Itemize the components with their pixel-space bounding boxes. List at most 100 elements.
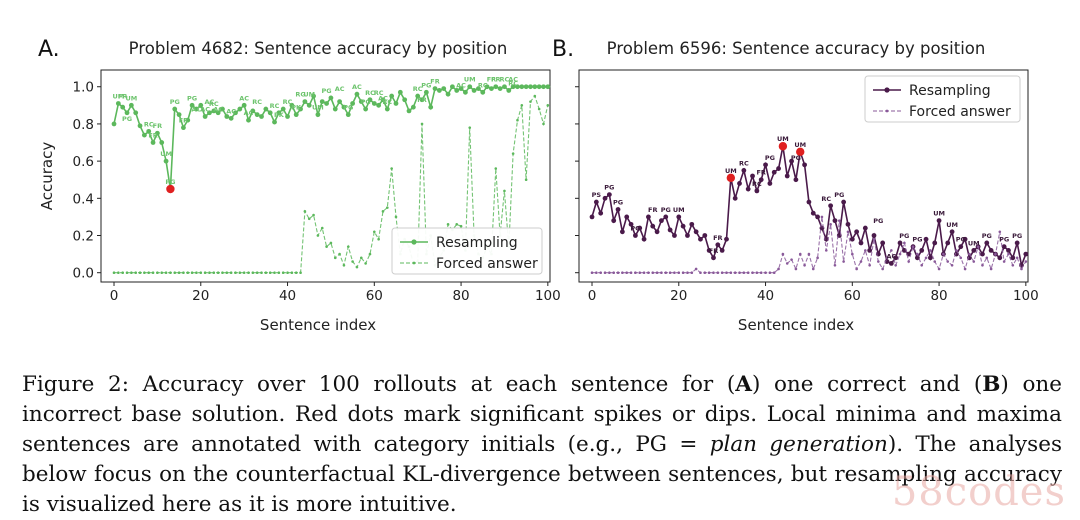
- panel-a-series-resampling-point: [224, 114, 230, 119]
- panel-b-series-forced-point: [638, 271, 642, 275]
- panel-a-series-resampling-point: [410, 104, 416, 110]
- panel-a-series-resampling-point: [371, 101, 377, 106]
- panel-b-series-forced-point: [764, 271, 767, 275]
- panel-a-annotation-label: UM: [160, 150, 172, 158]
- panel-a-series-forced-point: [386, 206, 389, 209]
- panel-b-series-resampling-point: [776, 166, 781, 171]
- panel-a-series-forced-point: [260, 271, 263, 275]
- panel-a-series-forced-point: [524, 178, 528, 182]
- panel-a-series-resampling-point: [406, 108, 412, 114]
- panel-a-series-resampling-point: [128, 102, 134, 108]
- panel-a-annotation-label: RC: [209, 100, 219, 108]
- panel-a-series-resampling-point: [541, 84, 546, 90]
- panel-a-series-forced-point: [307, 217, 311, 221]
- panel-b-series-resampling-point: [602, 195, 608, 201]
- panel-b-series-forced-point: [729, 271, 733, 275]
- panel-a-series-forced-point: [494, 167, 498, 170]
- panel-a-ytick-label: 0.6: [73, 154, 94, 170]
- panel-b-series-resampling-point: [845, 221, 851, 227]
- panel-a-legend-label-forced: Forced answer: [436, 256, 538, 272]
- panel-b-series-resampling-point: [1014, 240, 1020, 246]
- panel-a-ytick-label: 0.0: [73, 266, 94, 282]
- panel-a-annotation-label: FR: [491, 76, 500, 84]
- panel-a-annotation-label: RC: [283, 98, 293, 106]
- panel-b-highlight-point: [796, 147, 805, 157]
- panel-b-annotation-label: UM: [725, 167, 737, 175]
- panel-b-annotation-label: UM: [794, 141, 806, 149]
- panel-a-annotation-label: FR: [148, 132, 157, 140]
- panel-a-series-resampling-point: [463, 89, 468, 95]
- panel-b-xtick-label: 20: [670, 288, 687, 304]
- panel-b-series-forced-point: [772, 271, 776, 275]
- panel-b-xtick-label: 80: [930, 288, 947, 304]
- panel-a-series-resampling-point: [337, 99, 342, 105]
- panel-b-series-forced-point: [629, 271, 633, 275]
- panel-a-series-forced-point: [277, 271, 281, 275]
- panel-a-annotation-label: AC: [456, 81, 466, 89]
- panel-a-series-forced-point: [355, 265, 359, 269]
- panel-a-series-forced-point: [212, 271, 216, 275]
- panel-b-series-resampling-point: [802, 162, 807, 168]
- panel-b-series-resampling-point: [741, 168, 747, 173]
- panel-a-annotation-label: FR: [179, 117, 188, 125]
- panel-a-series-forced-point: [290, 271, 294, 275]
- panel-a-series-resampling-point: [471, 88, 477, 93]
- panel-b-series-resampling-point: [862, 225, 868, 231]
- panel-b-series-forced-point: [976, 245, 980, 248]
- panel-b-series-forced-point: [1007, 252, 1010, 256]
- panel-a-series-resampling-point: [319, 99, 325, 105]
- panel-a-series-forced-point: [203, 271, 207, 275]
- panel-a-series-resampling-point: [181, 125, 186, 131]
- panel-b-annotation-label: PG: [604, 184, 614, 192]
- panel-a-annotation-label: FR: [487, 76, 496, 84]
- panel-b-series-resampling-point: [593, 199, 599, 205]
- panel-b-series-forced-point: [703, 271, 707, 275]
- panel-b-series-forced-point: [712, 271, 715, 275]
- panel-b-series-resampling-point: [784, 173, 790, 179]
- panel-a-annotation-label: RC: [365, 89, 375, 97]
- panel-b-series-resampling-point: [936, 218, 942, 224]
- panel-a-series-forced-point: [164, 271, 168, 275]
- panel-b-series-resampling-point: [654, 229, 660, 235]
- panel-b-series-resampling-point: [815, 214, 820, 220]
- panel-a-series-forced-point: [216, 271, 220, 275]
- panel-a-series-resampling-point: [458, 86, 464, 91]
- panel-a-plot: 0 20 40 60 80 1000.00.20.40.60.81.0UMFRUMPGRC…: [73, 69, 561, 304]
- panel-b-series-forced-point: [855, 267, 858, 271]
- panel-b-series-forced-point: [777, 267, 780, 271]
- panel-a-series-forced-point: [303, 210, 307, 213]
- panel-b-series-resampling-point: [667, 227, 673, 233]
- panel-b-series-forced-point: [998, 230, 1002, 234]
- panel-a-ytick-label: 0.4: [73, 191, 94, 207]
- panel-b-series-forced-point: [920, 263, 924, 267]
- panel-b-series-resampling-point: [841, 199, 847, 205]
- caption-prefix: Figure 2: Accuracy over 100 rollouts at …: [22, 372, 736, 397]
- panel-b-series-resampling-point: [724, 236, 729, 242]
- panel-b-series-forced-point: [859, 260, 863, 263]
- panel-b-series-forced-point: [634, 271, 637, 275]
- panel-b-series-resampling-point: [806, 199, 812, 205]
- panel-a-series-forced-point: [199, 271, 203, 275]
- panel-a-annotation-label: RC: [374, 89, 384, 97]
- panel-b-annotation-label: FR: [756, 169, 765, 177]
- panel-b-series-forced-point: [929, 249, 932, 252]
- panel-b-series-resampling-point: [650, 223, 656, 229]
- panel-a-xtick-label: 80: [452, 288, 469, 304]
- panel-a-annotation-label: FR: [118, 92, 127, 100]
- panel-b-series-forced-point: [608, 271, 611, 275]
- panel-b-series-resampling-point: [680, 223, 686, 229]
- panel-b-annotation-label: RC: [752, 180, 762, 188]
- panel-a-series-forced-point: [242, 271, 246, 275]
- panel-a-series-resampling-point: [545, 84, 551, 90]
- panel-a-series-resampling-point: [185, 117, 191, 123]
- panel-a-annotation-label: PG: [165, 178, 175, 186]
- panel-b-series-resampling-point: [737, 181, 742, 186]
- panel-b-series-resampling-point: [949, 229, 955, 235]
- panel-a-series-resampling-point: [207, 110, 212, 116]
- panel-a-series-resampling-point: [436, 88, 442, 93]
- panel-a-series-resampling-point: [493, 84, 499, 90]
- panel-b-series-forced-point: [851, 252, 854, 256]
- panel-a-series-resampling-point: [484, 84, 490, 90]
- panel-a-series-forced-point: [529, 100, 532, 103]
- panel-a-series-forced-point: [459, 224, 463, 228]
